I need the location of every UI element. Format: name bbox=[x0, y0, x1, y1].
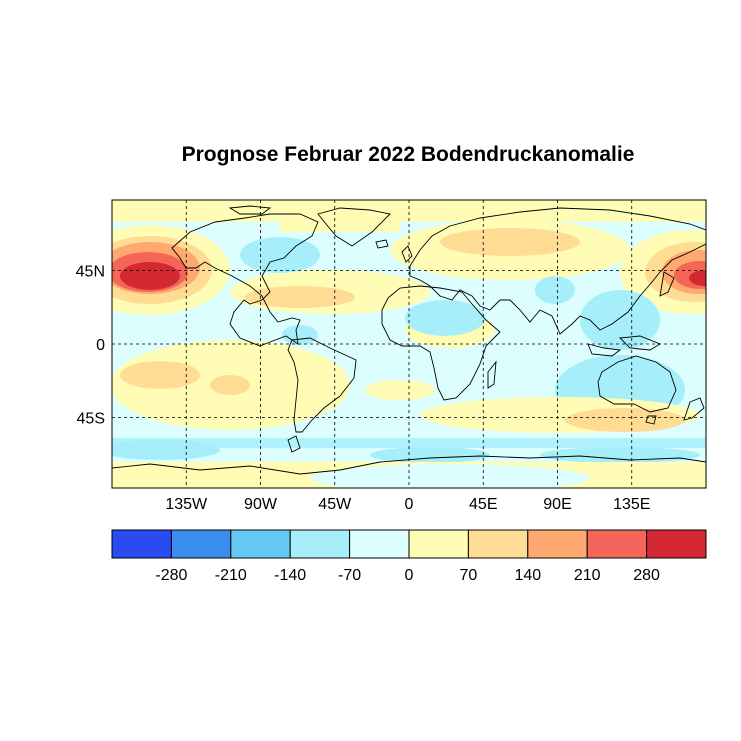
colorbar-swatch bbox=[408, 529, 469, 559]
coastlines bbox=[112, 205, 706, 475]
latitude-tick-label: 45N bbox=[76, 263, 105, 280]
colorbar-tick-label: 70 bbox=[460, 567, 478, 584]
colorbar-tick-label: -140 bbox=[274, 567, 306, 584]
colorbar-swatch bbox=[646, 529, 707, 559]
latitude-labels: 45N 0 45S bbox=[76, 263, 105, 427]
colorbar-swatch bbox=[586, 529, 648, 559]
colorbar-swatch bbox=[349, 529, 410, 559]
longitude-tick-label: 45E bbox=[469, 496, 497, 513]
colorbar-tick-label: -70 bbox=[338, 567, 361, 584]
longitude-tick-label: 90E bbox=[543, 496, 571, 513]
map-frame bbox=[111, 199, 707, 489]
colorbar-tick-label: -210 bbox=[215, 567, 247, 584]
colorbar-labels: -280 -210 -140 -70 0 70 140 210 280 bbox=[155, 567, 660, 584]
longitude-tick-label: 45W bbox=[318, 496, 352, 513]
longitude-labels: 135W 90W 45W 0 45E 90E 135E bbox=[165, 496, 650, 513]
map-title: Prognose Februar 2022 Bodendruckanomalie bbox=[181, 143, 635, 166]
longitude-tick-label: 135E bbox=[613, 496, 650, 513]
colorbar-tick-label: -280 bbox=[155, 567, 187, 584]
longitude-tick-label: 135W bbox=[165, 496, 208, 513]
latitude-tick-label: 45S bbox=[77, 411, 105, 428]
colorbar-swatch bbox=[527, 529, 588, 559]
longitude-tick-label: 0 bbox=[405, 496, 414, 513]
colorbar-tick-label: 0 bbox=[405, 567, 414, 584]
colorbar-swatch bbox=[170, 529, 232, 559]
colorbar-swatch bbox=[289, 529, 351, 559]
colorbar bbox=[111, 529, 707, 559]
graticule bbox=[112, 200, 706, 488]
colorbar-tick-label: 210 bbox=[574, 567, 601, 584]
colorbar-swatch bbox=[467, 529, 529, 559]
colorbar-swatch bbox=[111, 529, 172, 559]
longitude-tick-label: 90W bbox=[244, 496, 278, 513]
colorbar-swatch bbox=[230, 529, 291, 559]
colorbar-tick-label: 140 bbox=[514, 567, 541, 584]
latitude-tick-label: 0 bbox=[96, 337, 105, 354]
colorbar-tick-label: 280 bbox=[633, 567, 660, 584]
